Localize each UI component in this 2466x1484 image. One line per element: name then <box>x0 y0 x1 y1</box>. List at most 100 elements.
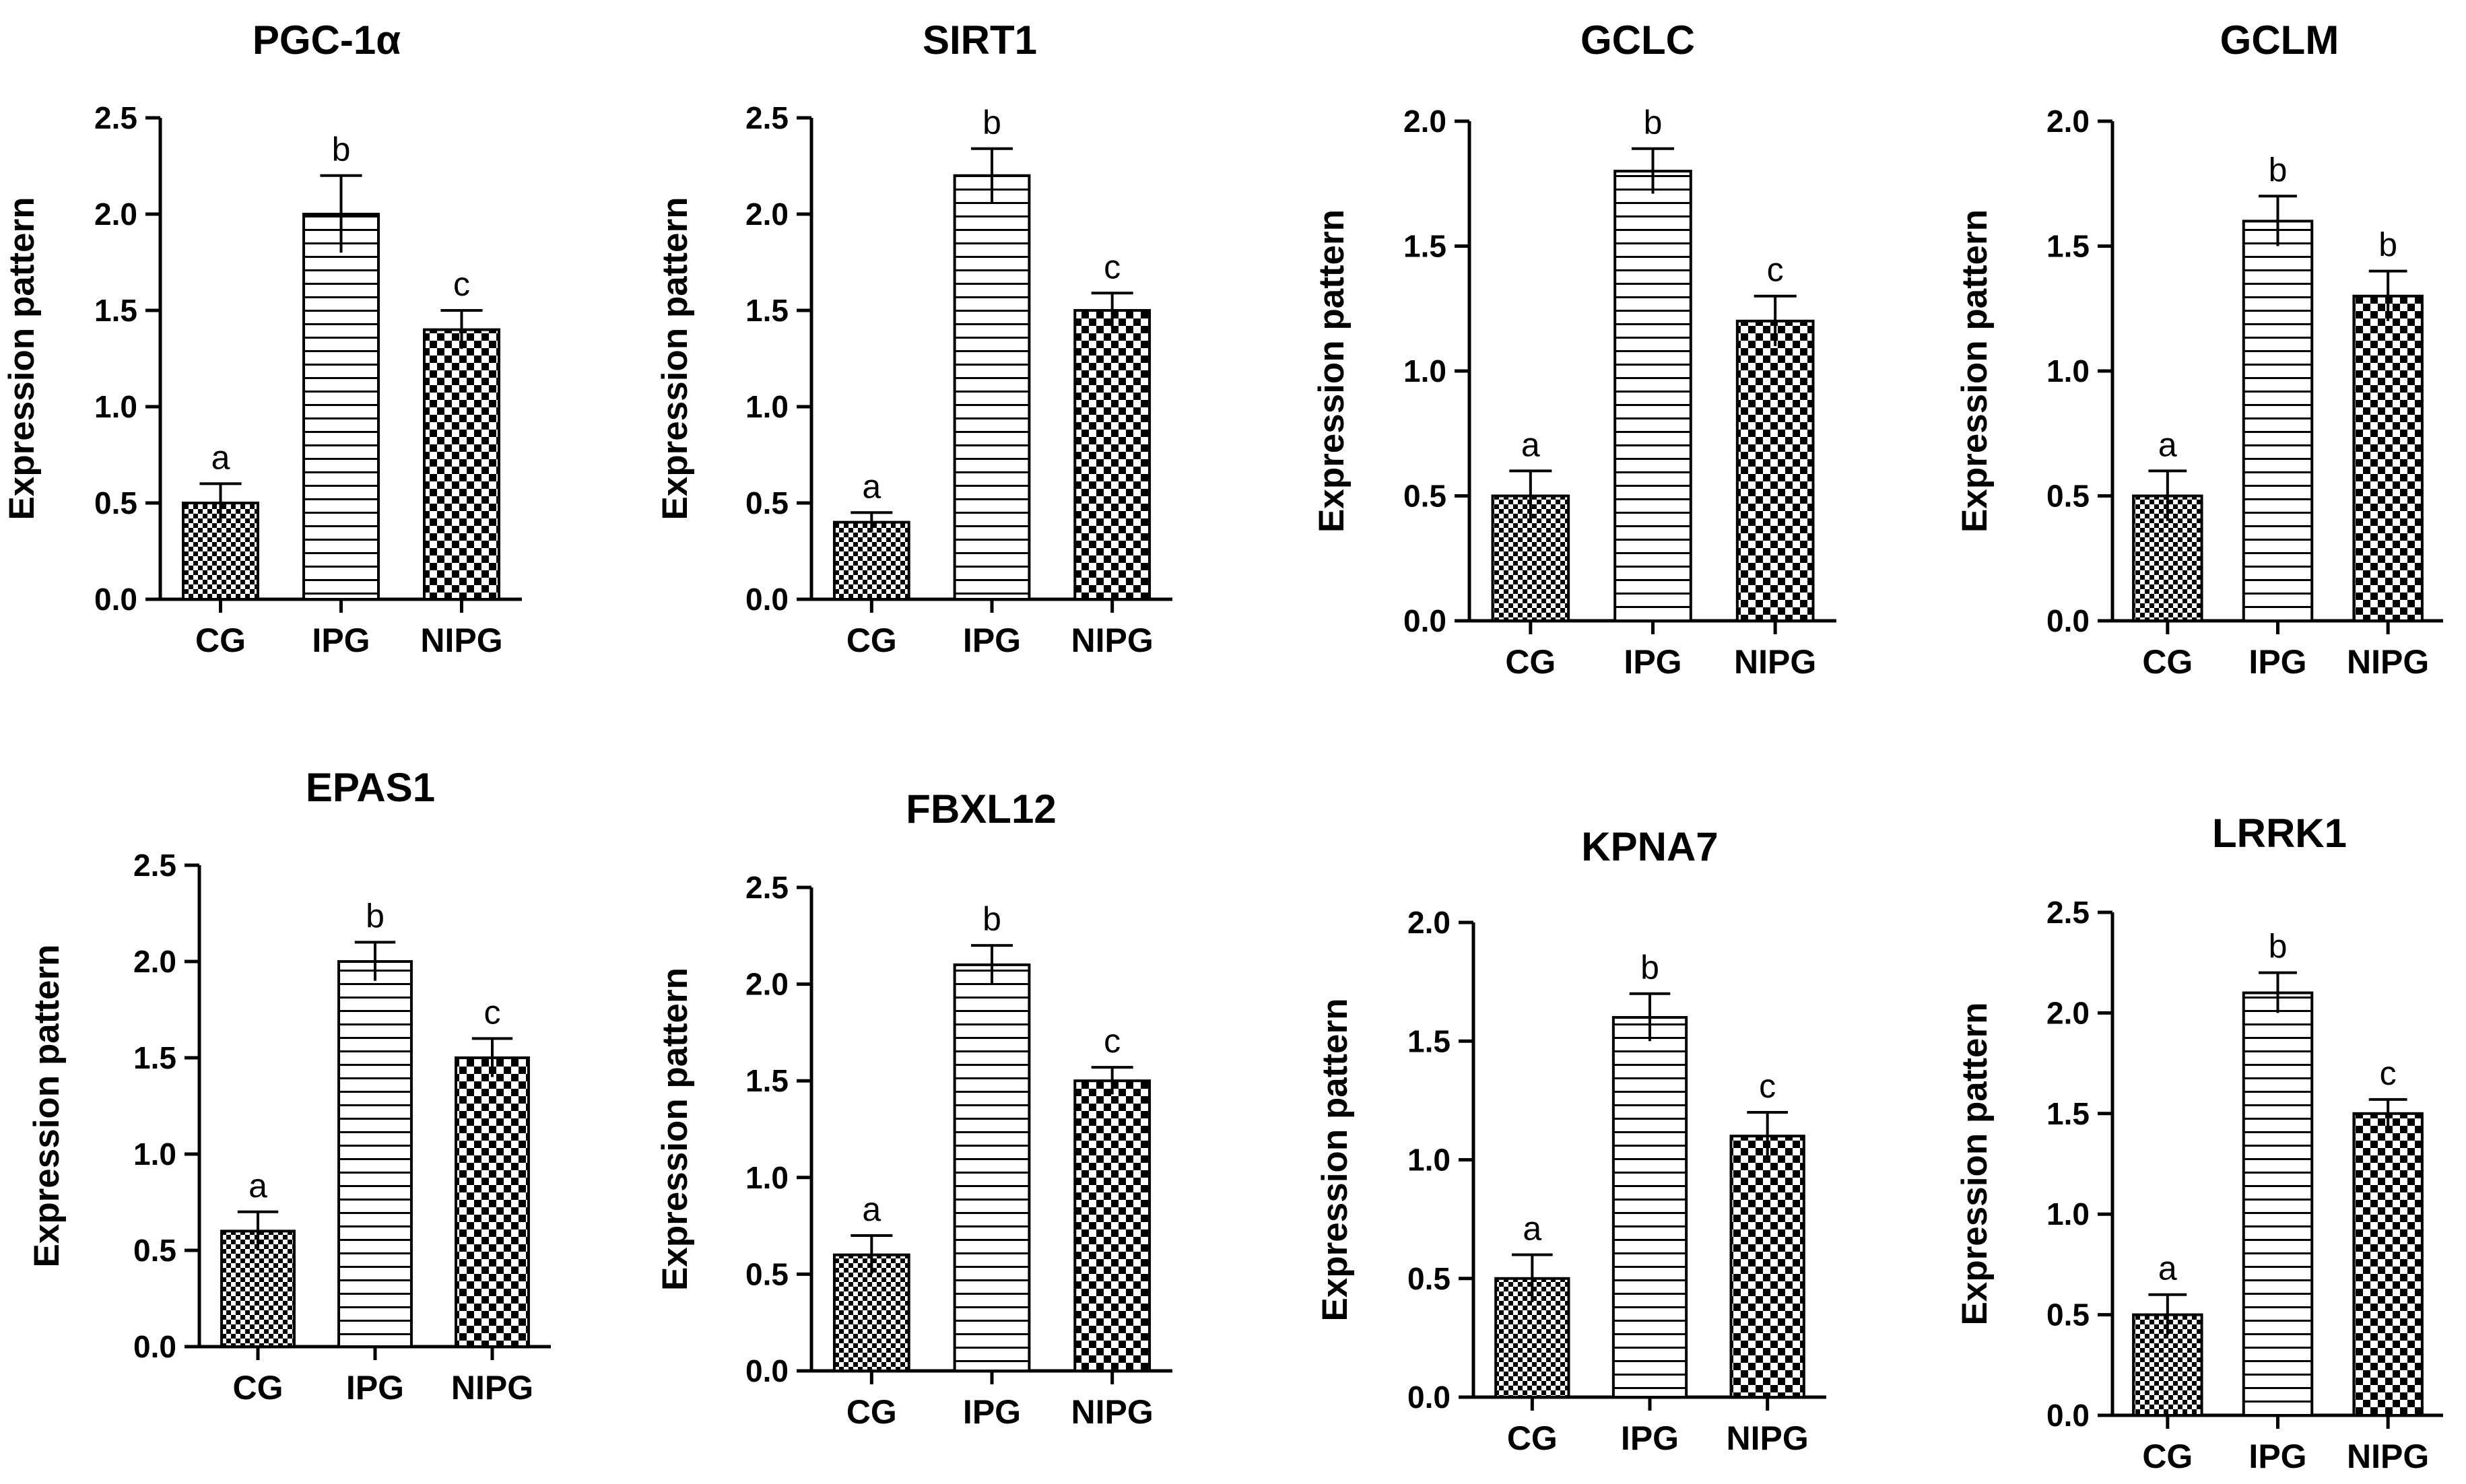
x-tick-label: CG <box>846 1393 897 1431</box>
x-tick-label: CG <box>1507 1419 1558 1457</box>
bar-ipg <box>302 213 380 601</box>
y-tick-label: 1.5 <box>2046 229 2090 264</box>
bar-nipg <box>455 1056 530 1348</box>
chart-title: GCLC <box>1580 18 1695 63</box>
y-tick-label: 0.0 <box>745 1353 789 1388</box>
y-tick-label: 2.0 <box>745 967 789 1002</box>
bar-ipg <box>1611 1016 1688 1398</box>
significance-letter: b <box>982 900 1001 938</box>
chart-panel-7: KPNA7 Expression pattern 0.0 0.5 1.0 1.5 2.0 CG… <box>1315 824 1826 1457</box>
x-tick-label: CG <box>233 1369 284 1407</box>
x-tick-label: NIPG <box>451 1369 533 1407</box>
significance-letter: b <box>1640 949 1659 986</box>
significance-letter: b <box>366 897 385 935</box>
y-axis-label: Expression pattern <box>27 944 67 1267</box>
y-tick-label: 1.0 <box>745 389 789 424</box>
chart-panel-1: PGC-1α Expression pattern 0.0 0.5 1.0 1.5 2.0 2… <box>2 18 522 659</box>
chart-panel-8: LRRK1 Expression pattern 0.0 0.5 1.0 1.5 2.0 2.… <box>1955 811 2443 1475</box>
significance-letter: c <box>2380 1054 2397 1092</box>
x-tick-label: CG <box>2142 1438 2193 1475</box>
significance-letter: a <box>1521 426 1540 463</box>
significance-letter: a <box>862 467 881 505</box>
x-tick-label: IPG <box>963 621 1021 659</box>
y-tick-label: 0.5 <box>1407 1261 1451 1296</box>
x-tick-label: IPG <box>2248 643 2306 681</box>
bar-ipg <box>337 960 413 1348</box>
y-axis-label: Expression pattern <box>1955 209 1995 533</box>
x-tick-label: NIPG <box>420 621 502 659</box>
y-tick-label: 0.0 <box>2046 603 2090 638</box>
y-tick-label: 0.0 <box>1403 603 1446 638</box>
chart-title: FBXL12 <box>906 786 1056 832</box>
significance-letter: c <box>1104 248 1121 285</box>
chart-panel-2: SIRT1 Expression pattern 0.0 0.5 1.0 1.5 2.0 2.… <box>655 18 1172 659</box>
significance-letter: a <box>862 1190 881 1228</box>
significance-letter: b <box>982 104 1001 141</box>
y-axis-label: Expression pattern <box>655 968 695 1291</box>
y-tick-label: 1.5 <box>1403 229 1446 264</box>
chart-title: SIRT1 <box>923 18 1037 63</box>
y-tick-label: 1.0 <box>2046 353 2090 389</box>
chart-panel-5: EPAS1 Expression pattern 0.0 0.5 1.0 1.5 2.0 2.… <box>27 765 551 1407</box>
chart-title: KPNA7 <box>1581 824 1718 869</box>
bar-nipg <box>1729 1135 1805 1398</box>
y-tick-label: 1.5 <box>745 293 789 328</box>
x-tick-label: IPG <box>2248 1438 2306 1475</box>
chart-title: PGC-1α <box>253 18 401 63</box>
bar-ipg <box>2242 991 2314 1417</box>
x-tick-label: IPG <box>1621 1419 1679 1457</box>
y-tick-label: 0.5 <box>2046 479 2090 514</box>
y-tick-label: 0.0 <box>2046 1398 2090 1433</box>
x-tick-label: IPG <box>312 621 370 659</box>
y-axis-label: Expression pattern <box>2 197 42 520</box>
y-axis-label: Expression pattern <box>1955 1002 1995 1325</box>
bar-nipg <box>1073 1079 1152 1372</box>
y-tick-label: 1.0 <box>1407 1143 1451 1178</box>
chart-panel-6: FBXL12 Expression pattern 0.0 0.5 1.0 1.5 2.0 2… <box>655 786 1172 1431</box>
y-tick-label: 0.5 <box>745 485 789 520</box>
bar-ipg <box>2242 220 2314 622</box>
significance-letter: b <box>2269 151 2288 189</box>
y-tick-label: 0.0 <box>1407 1380 1451 1415</box>
x-tick-label: CG <box>846 621 897 659</box>
x-tick-label: IPG <box>1624 643 1681 681</box>
significance-letter: c <box>1759 1067 1776 1105</box>
y-tick-label: 2.0 <box>133 944 176 979</box>
chart-panel-4: GCLM Expression pattern 0.0 0.5 1.0 1.5 2.0 CG a… <box>1955 18 2443 681</box>
significance-letter: b <box>2269 928 2288 966</box>
x-tick-label: NIPG <box>1734 643 1816 681</box>
significance-letter: b <box>1644 104 1663 141</box>
y-tick-label: 2.0 <box>2046 995 2090 1030</box>
bar-ipg <box>953 174 1031 601</box>
y-tick-label: 1.5 <box>133 1040 176 1075</box>
chart-title: GCLM <box>2220 18 2339 63</box>
significance-letter: a <box>248 1167 267 1205</box>
y-tick-label: 0.0 <box>94 582 137 617</box>
y-tick-label: 1.0 <box>94 389 137 424</box>
y-tick-label: 2.0 <box>2046 104 2090 139</box>
bar-ipg <box>1613 170 1692 622</box>
bar-ipg <box>953 963 1031 1372</box>
y-tick-label: 0.5 <box>133 1233 176 1268</box>
x-tick-label: NIPG <box>2347 643 2429 681</box>
bar-cg <box>832 520 910 601</box>
significance-letter: a <box>2158 426 2177 463</box>
x-tick-label: NIPG <box>2347 1438 2429 1475</box>
x-tick-label: CG <box>195 621 246 659</box>
y-tick-label: 2.5 <box>94 100 137 135</box>
x-tick-label: IPG <box>963 1393 1021 1431</box>
y-tick-label: 0.0 <box>133 1329 176 1364</box>
y-tick-label: 0.0 <box>745 582 789 617</box>
bar-nipg <box>2352 294 2424 622</box>
x-tick-label: NIPG <box>1071 621 1154 659</box>
x-tick-label: CG <box>2142 643 2193 681</box>
y-tick-label: 1.0 <box>745 1160 789 1195</box>
chart-panel-3: GCLC Expression pattern 0.0 0.5 1.0 1.5 2.0 CG a… <box>1312 18 1836 681</box>
y-axis-label: Expression pattern <box>655 197 695 520</box>
significance-letter: a <box>2158 1250 2177 1287</box>
y-tick-label: 2.5 <box>745 100 789 135</box>
y-tick-label: 2.0 <box>94 197 137 232</box>
y-tick-label: 1.5 <box>1407 1023 1451 1058</box>
x-tick-label: NIPG <box>1071 1393 1154 1431</box>
